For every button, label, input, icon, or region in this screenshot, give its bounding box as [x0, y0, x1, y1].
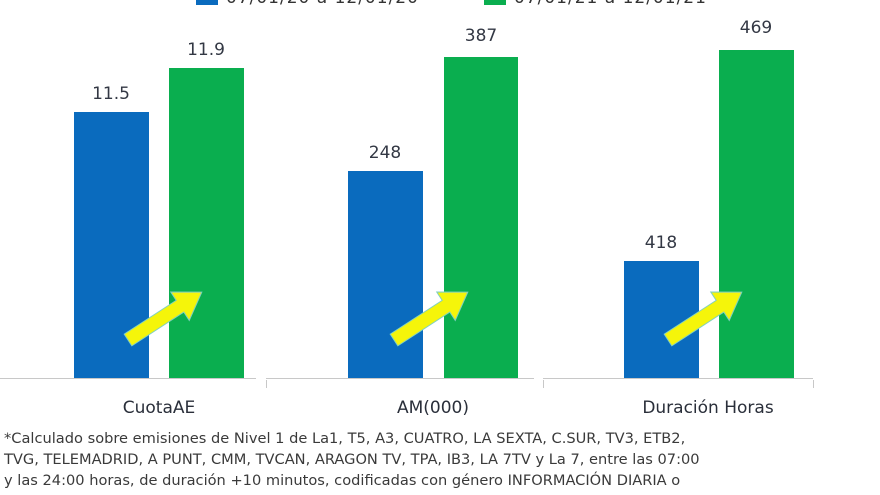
- legend-swatch-green: [484, 0, 506, 5]
- value-label: 248: [368, 143, 402, 163]
- bar-am-2021: [444, 57, 518, 378]
- axis-tick: [266, 380, 267, 388]
- value-label: 387: [464, 26, 498, 46]
- x-axis: [266, 378, 534, 379]
- value-label: 11.5: [92, 84, 130, 104]
- value-label: 469: [739, 18, 773, 38]
- category-label: AM(000): [396, 398, 469, 418]
- arrow-up-icon: [658, 277, 752, 355]
- axis-tick: [813, 380, 814, 388]
- legend-label: 07/01/21 a 12/01/21: [514, 0, 707, 8]
- value-label: 418: [644, 233, 678, 253]
- bar-cuotaae-2021: [169, 68, 244, 378]
- footnote-line: y las 24:00 horas, de duración +10 minut…: [4, 472, 681, 489]
- footnote: *Calculado sobre emisiones de Nivel 1 de…: [4, 428, 880, 491]
- arrow-up-icon: [384, 277, 478, 355]
- legend: 07/01/20 a 12/01/20 07/01/21 a 12/01/21: [0, 0, 880, 8]
- value-label: 11.9: [187, 40, 225, 60]
- footnote-line: TVG, TELEMADRID, A PUNT, CMM, TVCAN, ARA…: [4, 451, 700, 468]
- x-axis: [543, 378, 813, 379]
- bar-am-2020: [348, 171, 423, 378]
- legend-item-2021: 07/01/21 a 12/01/21: [484, 0, 707, 8]
- axis-tick: [543, 380, 544, 388]
- legend-label: 07/01/20 a 12/01/20: [226, 0, 419, 8]
- arrow-up-icon: [118, 277, 212, 355]
- legend-item-2020: 07/01/20 a 12/01/20: [196, 0, 419, 8]
- legend-swatch-blue: [196, 0, 218, 5]
- category-label: CuotaAE: [122, 398, 196, 418]
- bar-duracion-2021: [719, 50, 794, 378]
- x-axis: [0, 378, 256, 379]
- category-label: Duración Horas: [642, 398, 774, 418]
- footnote-line: *Calculado sobre emisiones de Nivel 1 de…: [4, 430, 686, 447]
